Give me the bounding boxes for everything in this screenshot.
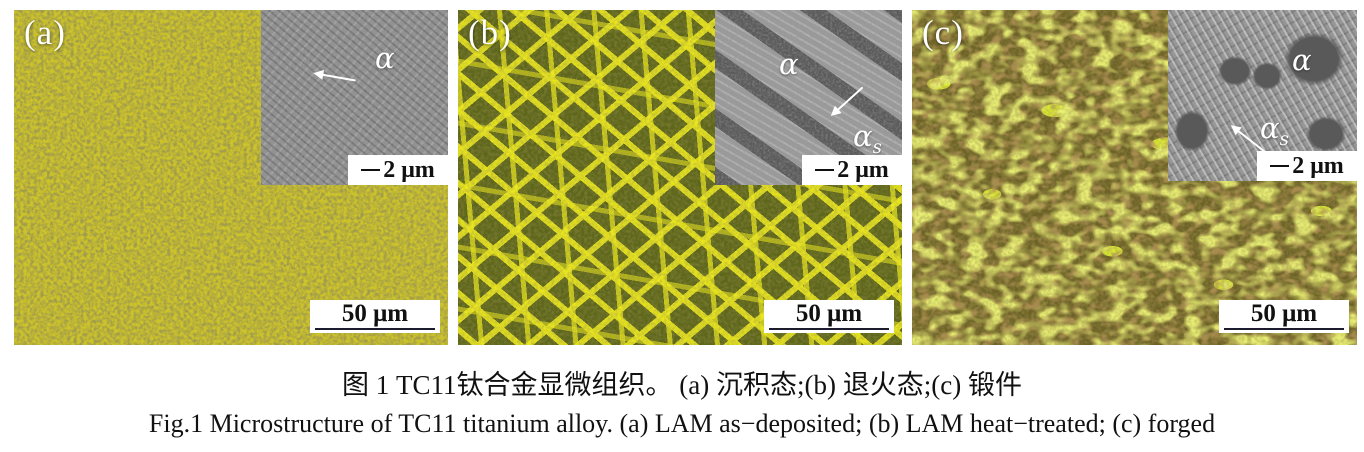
scale-label: 50 μm — [341, 300, 409, 327]
alpha-s-label: αs — [853, 122, 882, 157]
panel-c: α αs 2 μm (c) 50 μm — [912, 10, 1357, 345]
sem-inset-c: α αs 2 μm — [1168, 10, 1357, 181]
alpha-s-base: α — [1260, 111, 1280, 145]
scale-bar-line — [315, 328, 435, 330]
sem-inset-b: α αs 2 μm — [715, 10, 902, 185]
inset-scale-label: 2 μm — [1292, 153, 1344, 179]
panel-label-a: (a) — [24, 13, 66, 52]
alpha-particle — [1252, 62, 1282, 90]
alpha-label: α — [375, 41, 395, 75]
alpha-label: α — [779, 47, 799, 81]
alpha-s-sub: s — [1279, 128, 1289, 150]
optical-micrograph-c — [912, 10, 1357, 345]
scale-bar-line — [815, 169, 835, 171]
scale-bar-line — [1270, 165, 1290, 167]
panel-label-b: (b) — [468, 13, 512, 52]
scale-label: 50 μm — [795, 300, 863, 327]
caption-chinese: 图 1 TC11钛合金显微组织。 (a) 沉积态;(b) 退火态;(c) 锻件 — [342, 370, 1022, 400]
inset-scale-bar-b: 2 μm — [802, 155, 902, 185]
scale-label: 50 μm — [1250, 300, 1318, 327]
caption-english: Fig.1 Microstructure of TC11 titanium al… — [148, 409, 1216, 438]
sem-inset-a: α 2 μm — [261, 10, 448, 185]
inset-scale-bar-c: 2 μm — [1257, 151, 1357, 181]
panel-label-c: (c) — [922, 13, 964, 52]
alpha-s-base: α — [853, 119, 873, 153]
alpha-s-sub: s — [872, 136, 882, 158]
alpha-particle — [1284, 32, 1344, 86]
alpha-particle — [1306, 116, 1346, 152]
alpha-particle — [1218, 56, 1252, 86]
scale-bar-line — [1224, 328, 1344, 330]
panel-a: α 2 μm (a) 50 μm — [14, 10, 448, 345]
alpha-s-label: αs — [1260, 114, 1289, 149]
panel-b: α αs 2 μm (b) 50 μm — [458, 10, 902, 345]
inset-scale-bar-a: 2 μm — [348, 155, 448, 185]
scale-bar-a: 50 μm — [310, 300, 440, 333]
scale-bar-line — [361, 169, 381, 171]
inset-scale-label: 2 μm — [383, 157, 435, 183]
scale-bar-b: 50 μm — [764, 300, 894, 333]
scale-bar-line — [769, 328, 889, 330]
alpha-label: α — [1292, 43, 1312, 77]
scale-bar-c: 50 μm — [1219, 300, 1349, 333]
inset-scale-label: 2 μm — [837, 157, 889, 183]
alpha-particle — [1174, 110, 1210, 152]
